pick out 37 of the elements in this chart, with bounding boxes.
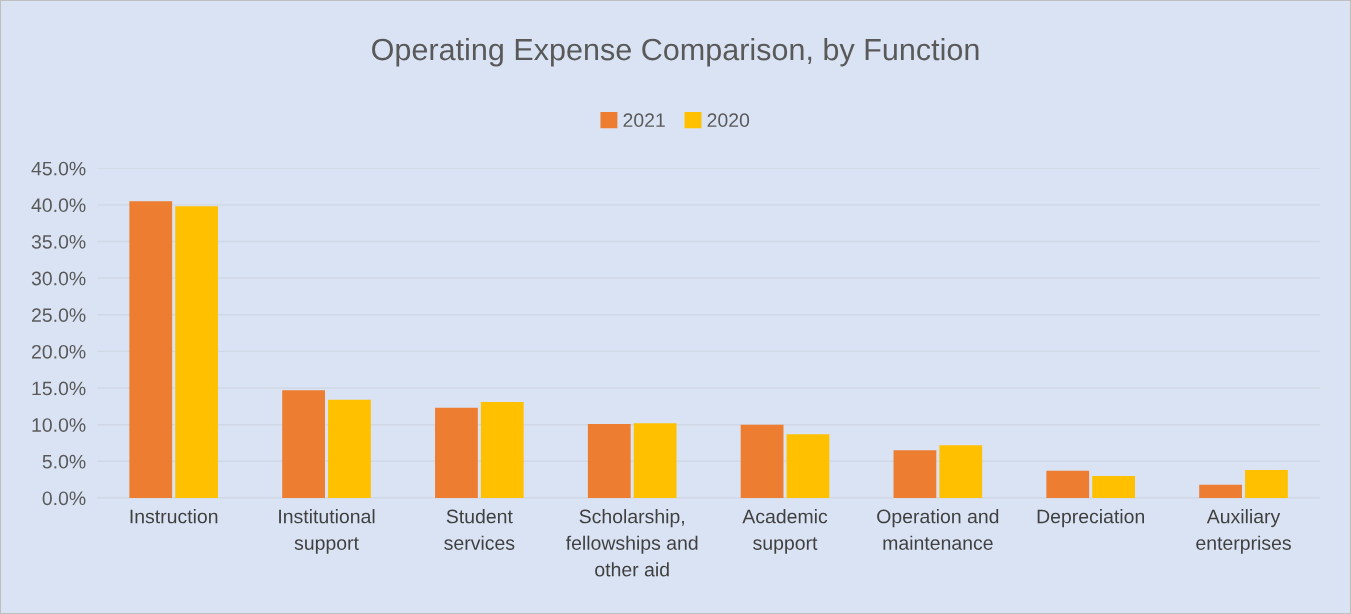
bar <box>129 201 173 498</box>
x-tick-label: Depreciation <box>1037 509 1144 528</box>
y-tick-label: 25.0% <box>32 308 86 323</box>
bar <box>480 401 524 498</box>
y-tick-label: 0.0% <box>42 491 86 506</box>
x-tick-label: Scholarship, fellowships and other aid <box>565 509 698 577</box>
y-tick-label: 15.0% <box>32 381 86 396</box>
y-tick-label: 5.0% <box>42 454 86 469</box>
bar <box>282 390 325 498</box>
x-tick-label: Institutional support <box>279 509 375 554</box>
x-tick-label: Operation and maintenance <box>877 509 999 550</box>
legend-label: 2021 <box>623 113 665 128</box>
bar <box>435 407 478 498</box>
x-tick-label: Auxiliary enterprises <box>1196 509 1291 554</box>
y-tick-label: 40.0% <box>31 198 86 213</box>
bar <box>1245 470 1288 498</box>
bar <box>939 445 983 498</box>
legend-label: 2020 <box>707 113 750 128</box>
bar <box>175 206 219 498</box>
y-tick-label: 20.0% <box>32 344 86 359</box>
x-tick-label: Instruction <box>130 509 218 524</box>
bar <box>633 423 677 498</box>
bar <box>740 424 784 498</box>
y-tick-label: 45.0% <box>31 161 86 176</box>
x-tick-label: Student services <box>444 509 515 550</box>
y-tick-label: 10.0% <box>32 418 86 432</box>
bar <box>328 399 371 498</box>
bar <box>587 423 631 498</box>
y-tick-label: 35.0% <box>31 234 86 249</box>
chart-title: Operating Expense Comparison, by Function <box>372 37 979 67</box>
y-tick-label: 30.0% <box>31 271 86 286</box>
bar <box>893 450 937 498</box>
bar <box>1092 475 1135 498</box>
bar <box>786 434 830 498</box>
bar <box>1199 484 1242 498</box>
bar <box>1046 470 1090 498</box>
x-tick-label: Academic support <box>742 509 828 554</box>
